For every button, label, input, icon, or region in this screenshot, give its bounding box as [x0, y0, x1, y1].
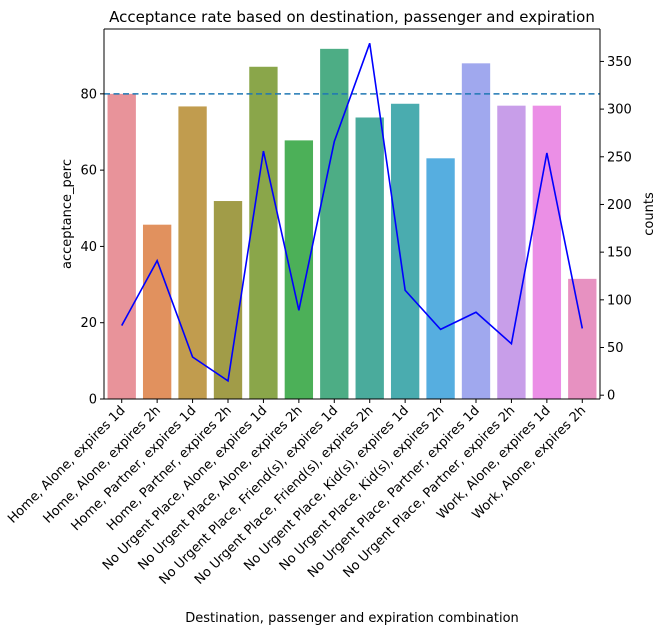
bar-2: [178, 106, 207, 400]
axes-group: [103, 28, 601, 400]
bar-7: [355, 117, 384, 399]
y-axis-label: acceptance_perc: [60, 159, 75, 269]
bar-12: [532, 105, 562, 399]
y-tick-label-3: 60: [80, 164, 97, 179]
bar-4: [249, 66, 278, 400]
chart-title: Acceptance rate based on destination, pa…: [109, 8, 595, 26]
y2-tick-label-0: 0: [607, 389, 615, 404]
bar-0: [107, 93, 136, 399]
bar-9: [426, 158, 455, 399]
bar-5: [284, 140, 314, 399]
y2-tick-label-3: 150: [607, 246, 632, 261]
y2-tick-label-6: 300: [607, 103, 632, 118]
y-tick-label-1: 20: [80, 316, 97, 331]
y2-tick-label-7: 350: [607, 55, 632, 70]
y2-axis-label: counts: [642, 192, 657, 236]
bar-8: [390, 103, 420, 400]
bar-13: [568, 278, 597, 399]
bar-1: [142, 224, 172, 399]
y-tick-label-2: 40: [80, 240, 97, 255]
y2-tick-label-4: 200: [607, 198, 632, 213]
y-tick-label-0: 0: [89, 393, 97, 408]
y-ticks-group: 0 20 40 60 80: [80, 87, 104, 408]
y-tick-label-4: 80: [80, 87, 97, 102]
bar-6: [320, 48, 349, 399]
x-axis-label: Destination, passenger and expiration co…: [185, 611, 519, 626]
y2-tick-label-1: 50: [607, 341, 624, 356]
y2-tick-label-2: 100: [607, 293, 632, 308]
y2-ticks-group: 0 50 100 150 200 250 300 350: [600, 55, 632, 404]
bars-group: [107, 48, 597, 400]
counts-line-group: [121, 43, 584, 383]
bar-10: [461, 63, 491, 399]
counts-line: [121, 43, 584, 383]
y2-tick-label-5: 250: [607, 150, 632, 165]
bar-11: [497, 105, 526, 399]
bar-3: [213, 201, 243, 399]
